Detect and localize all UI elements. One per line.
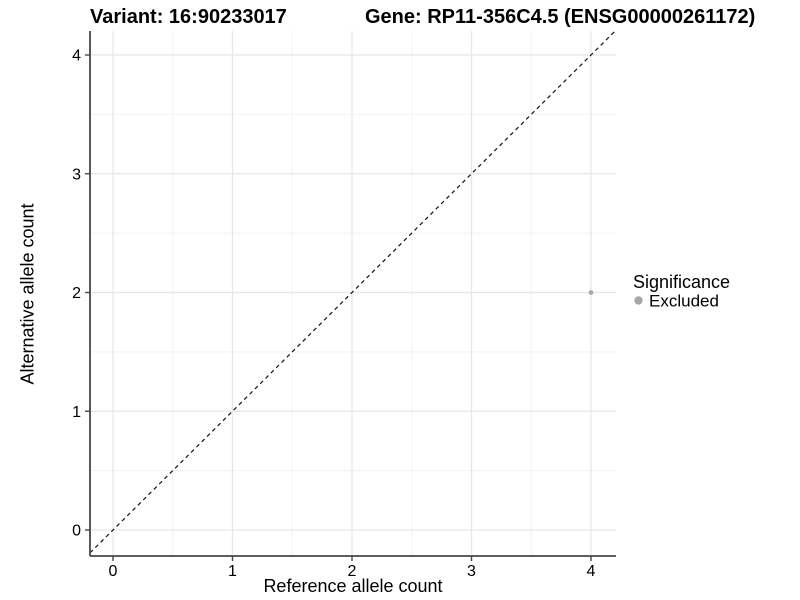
y-tick-label: 0 — [72, 523, 81, 540]
plot-title-variant: Variant: 16:90233017 — [90, 6, 287, 28]
plot-title-gene: Gene: RP11-356C4.5 (ENSG00000261172) — [365, 6, 755, 28]
y-axis-title: Alternative allele count — [18, 203, 38, 384]
legend-title: Significance — [633, 272, 730, 292]
legend-key-excluded-dot — [634, 296, 643, 305]
data-point — [588, 290, 594, 295]
axis-tick-labels: 0 1 2 3 4 0 1 2 3 4 — [72, 48, 595, 581]
legend-label-excluded: Excluded — [649, 292, 719, 311]
y-tick-label: 3 — [72, 166, 81, 183]
x-axis-title: Reference allele count — [263, 576, 442, 596]
legend: Significance Excluded — [633, 272, 730, 311]
y-tick-label: 1 — [72, 404, 81, 421]
plot-panel — [90, 31, 616, 556]
grid-minor-lines — [90, 31, 616, 556]
identity-reference-line — [89, 30, 616, 554]
x-tick-label: 0 — [109, 563, 118, 580]
y-tick-label: 2 — [72, 285, 81, 302]
y-tick-label: 4 — [72, 48, 81, 65]
x-tick-label: 2 — [348, 563, 357, 580]
x-tick-label: 4 — [587, 563, 596, 580]
x-tick-label: 3 — [467, 563, 476, 580]
x-tick-label: 1 — [228, 563, 237, 580]
